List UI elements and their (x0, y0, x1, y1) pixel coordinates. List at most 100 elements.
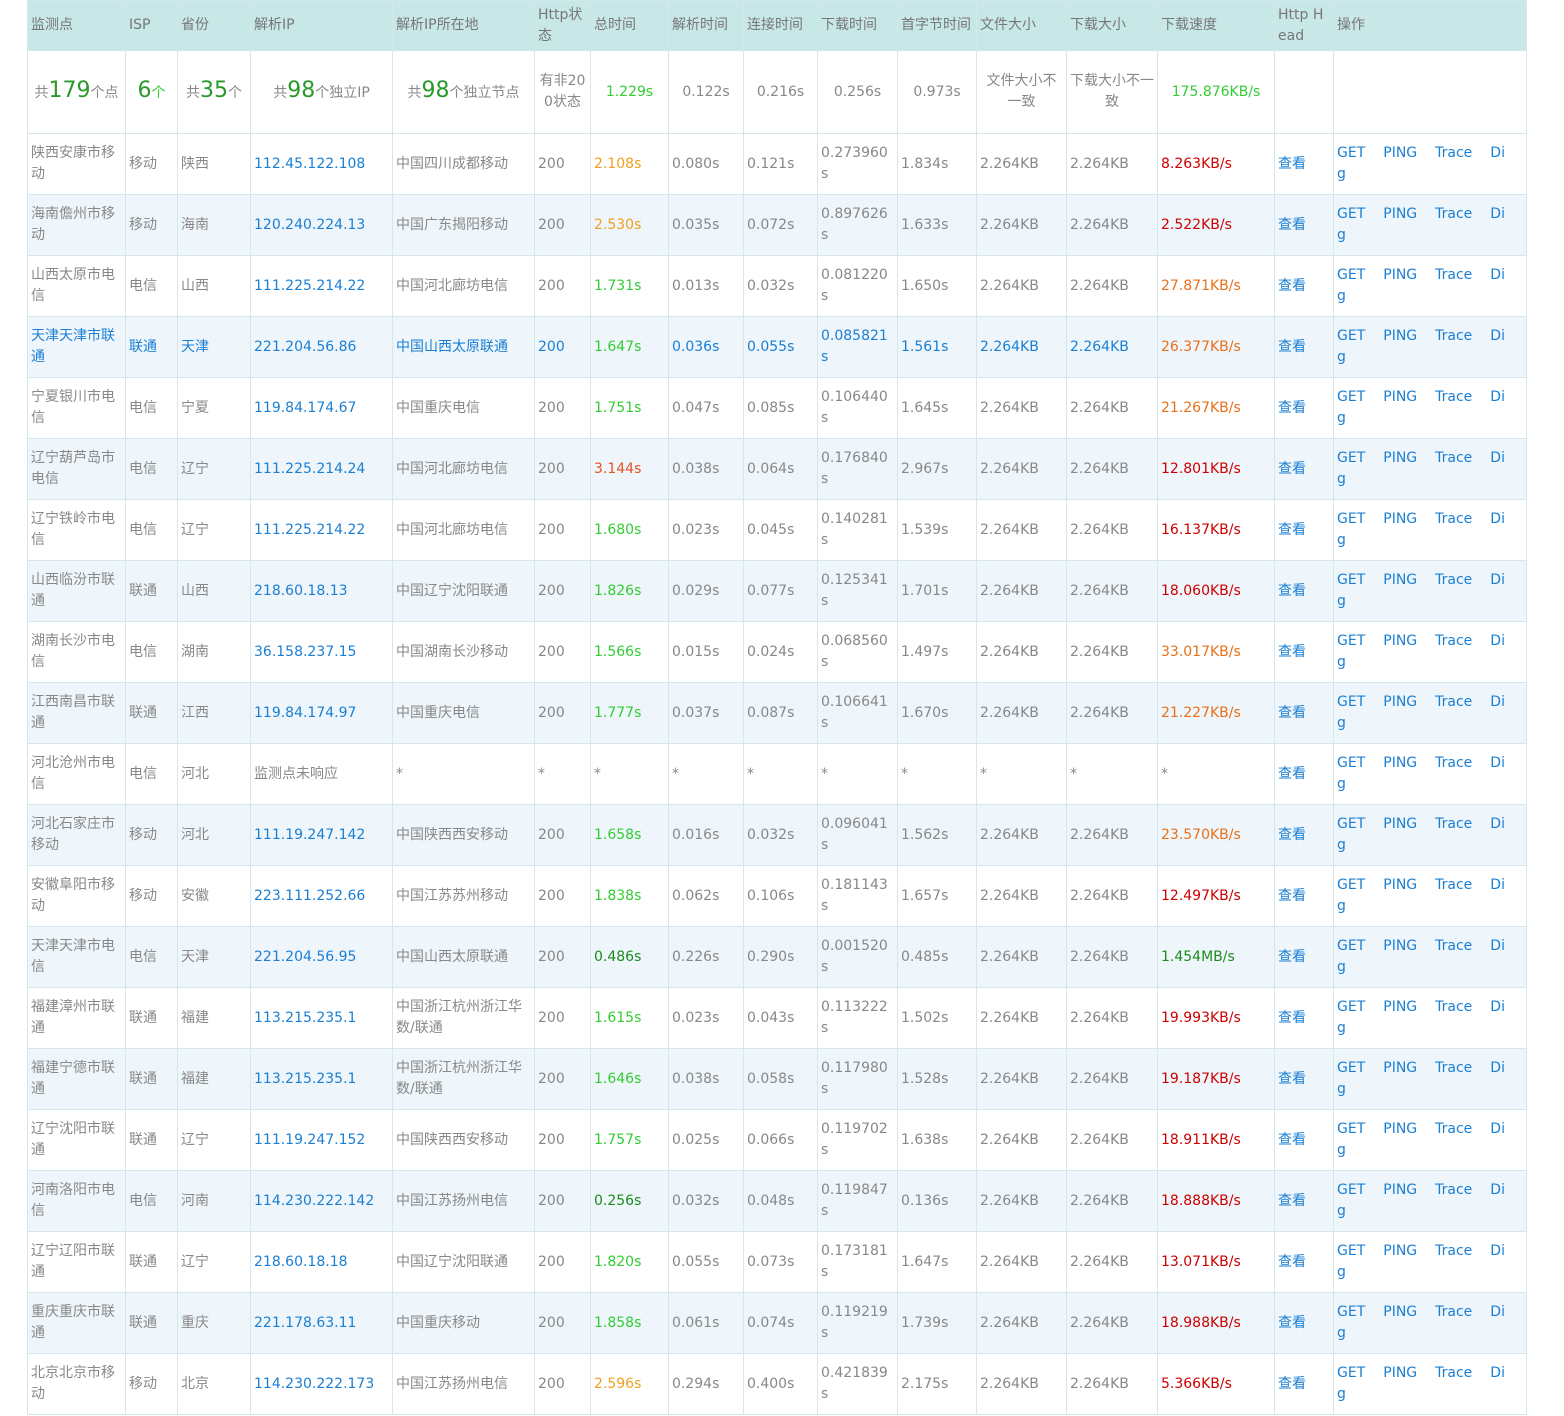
op-link[interactable]: GET (1337, 1304, 1366, 1320)
view-link[interactable]: 查看 (1278, 1192, 1306, 1209)
view-link[interactable]: 查看 (1278, 338, 1306, 355)
op-link[interactable]: Trace (1435, 572, 1473, 588)
op-link[interactable]: PING (1383, 877, 1418, 893)
op-link[interactable]: PING (1383, 755, 1418, 771)
op-link[interactable]: GET (1337, 633, 1366, 649)
op-link[interactable]: Trace (1435, 633, 1473, 649)
view-link[interactable]: 查看 (1278, 1375, 1306, 1392)
op-link[interactable]: Trace (1435, 145, 1473, 161)
view-link[interactable]: 查看 (1278, 948, 1306, 965)
op-link[interactable]: Dig (1337, 1182, 1505, 1219)
op-link[interactable]: PING (1383, 206, 1418, 222)
op-link[interactable]: Trace (1435, 816, 1473, 832)
op-link[interactable]: Dig (1337, 816, 1505, 853)
op-link[interactable]: Dig (1337, 1121, 1505, 1158)
op-link[interactable]: PING (1383, 816, 1418, 832)
op-link[interactable]: Trace (1435, 877, 1473, 893)
view-link[interactable]: 查看 (1278, 1314, 1306, 1331)
op-link[interactable]: Dig (1337, 938, 1505, 975)
op-link[interactable]: Trace (1435, 328, 1473, 344)
op-link[interactable]: GET (1337, 1060, 1366, 1076)
op-link[interactable]: PING (1383, 633, 1418, 649)
op-link[interactable]: Trace (1435, 1243, 1473, 1259)
view-link[interactable]: 查看 (1278, 887, 1306, 904)
op-link[interactable]: GET (1337, 938, 1366, 954)
view-link[interactable]: 查看 (1278, 582, 1306, 599)
view-link[interactable]: 查看 (1278, 704, 1306, 721)
op-link[interactable]: Trace (1435, 1182, 1473, 1198)
op-link[interactable]: GET (1337, 145, 1366, 161)
view-link[interactable]: 查看 (1278, 216, 1306, 233)
op-link[interactable]: PING (1383, 511, 1418, 527)
op-link[interactable]: Dig (1337, 267, 1505, 304)
view-link[interactable]: 查看 (1278, 1253, 1306, 1270)
op-link[interactable]: Trace (1435, 694, 1473, 710)
op-link[interactable]: GET (1337, 450, 1366, 466)
op-link[interactable]: PING (1383, 1243, 1418, 1259)
view-link[interactable]: 查看 (1278, 399, 1306, 416)
view-link[interactable]: 查看 (1278, 765, 1306, 782)
op-link[interactable]: GET (1337, 1182, 1366, 1198)
op-link[interactable]: Dig (1337, 328, 1505, 365)
op-link[interactable]: Dig (1337, 1304, 1505, 1341)
view-link[interactable]: 查看 (1278, 1131, 1306, 1148)
op-link[interactable]: PING (1383, 1304, 1418, 1320)
op-link[interactable]: Trace (1435, 1121, 1473, 1137)
op-link[interactable]: GET (1337, 877, 1366, 893)
op-link[interactable]: Dig (1337, 1365, 1505, 1402)
op-link[interactable]: Dig (1337, 755, 1505, 792)
view-link[interactable]: 查看 (1278, 460, 1306, 477)
view-link[interactable]: 查看 (1278, 1009, 1306, 1026)
op-link[interactable]: PING (1383, 999, 1418, 1015)
op-link[interactable]: GET (1337, 755, 1366, 771)
op-link[interactable]: GET (1337, 1365, 1366, 1381)
op-link[interactable]: Dig (1337, 1243, 1505, 1280)
op-link[interactable]: PING (1383, 938, 1418, 954)
op-link[interactable]: PING (1383, 328, 1418, 344)
op-link[interactable]: Dig (1337, 206, 1505, 243)
op-link[interactable]: PING (1383, 450, 1418, 466)
op-link[interactable]: Trace (1435, 511, 1473, 527)
op-link[interactable]: Dig (1337, 511, 1505, 548)
op-link[interactable]: PING (1383, 572, 1418, 588)
op-link[interactable]: Trace (1435, 267, 1473, 283)
op-link[interactable]: Trace (1435, 1060, 1473, 1076)
op-link[interactable]: Dig (1337, 877, 1505, 914)
view-link[interactable]: 查看 (1278, 826, 1306, 843)
op-link[interactable]: Trace (1435, 206, 1473, 222)
op-link[interactable]: Dig (1337, 1060, 1505, 1097)
op-link[interactable]: Dig (1337, 145, 1505, 182)
op-link[interactable]: GET (1337, 328, 1366, 344)
op-link[interactable]: PING (1383, 1182, 1418, 1198)
op-link[interactable]: PING (1383, 1060, 1418, 1076)
op-link[interactable]: GET (1337, 999, 1366, 1015)
op-link[interactable]: GET (1337, 511, 1366, 527)
op-link[interactable]: GET (1337, 1243, 1366, 1259)
op-link[interactable]: PING (1383, 145, 1418, 161)
view-link[interactable]: 查看 (1278, 155, 1306, 172)
view-link[interactable]: 查看 (1278, 277, 1306, 294)
op-link[interactable]: Trace (1435, 999, 1473, 1015)
op-link[interactable]: Trace (1435, 755, 1473, 771)
view-link[interactable]: 查看 (1278, 643, 1306, 660)
op-link[interactable]: Dig (1337, 389, 1505, 426)
view-link[interactable]: 查看 (1278, 1070, 1306, 1087)
op-link[interactable]: Dig (1337, 999, 1505, 1036)
op-link[interactable]: Dig (1337, 572, 1505, 609)
op-link[interactable]: PING (1383, 389, 1418, 405)
op-link[interactable]: GET (1337, 816, 1366, 832)
op-link[interactable]: Trace (1435, 389, 1473, 405)
op-link[interactable]: GET (1337, 1121, 1366, 1137)
op-link[interactable]: GET (1337, 389, 1366, 405)
op-link[interactable]: GET (1337, 267, 1366, 283)
op-link[interactable]: PING (1383, 267, 1418, 283)
view-link[interactable]: 查看 (1278, 521, 1306, 538)
op-link[interactable]: GET (1337, 694, 1366, 710)
op-link[interactable]: PING (1383, 1365, 1418, 1381)
op-link[interactable]: PING (1383, 1121, 1418, 1137)
op-link[interactable]: Dig (1337, 633, 1505, 670)
op-link[interactable]: Dig (1337, 694, 1505, 731)
op-link[interactable]: PING (1383, 694, 1418, 710)
op-link[interactable]: Dig (1337, 450, 1505, 487)
op-link[interactable]: Trace (1435, 450, 1473, 466)
